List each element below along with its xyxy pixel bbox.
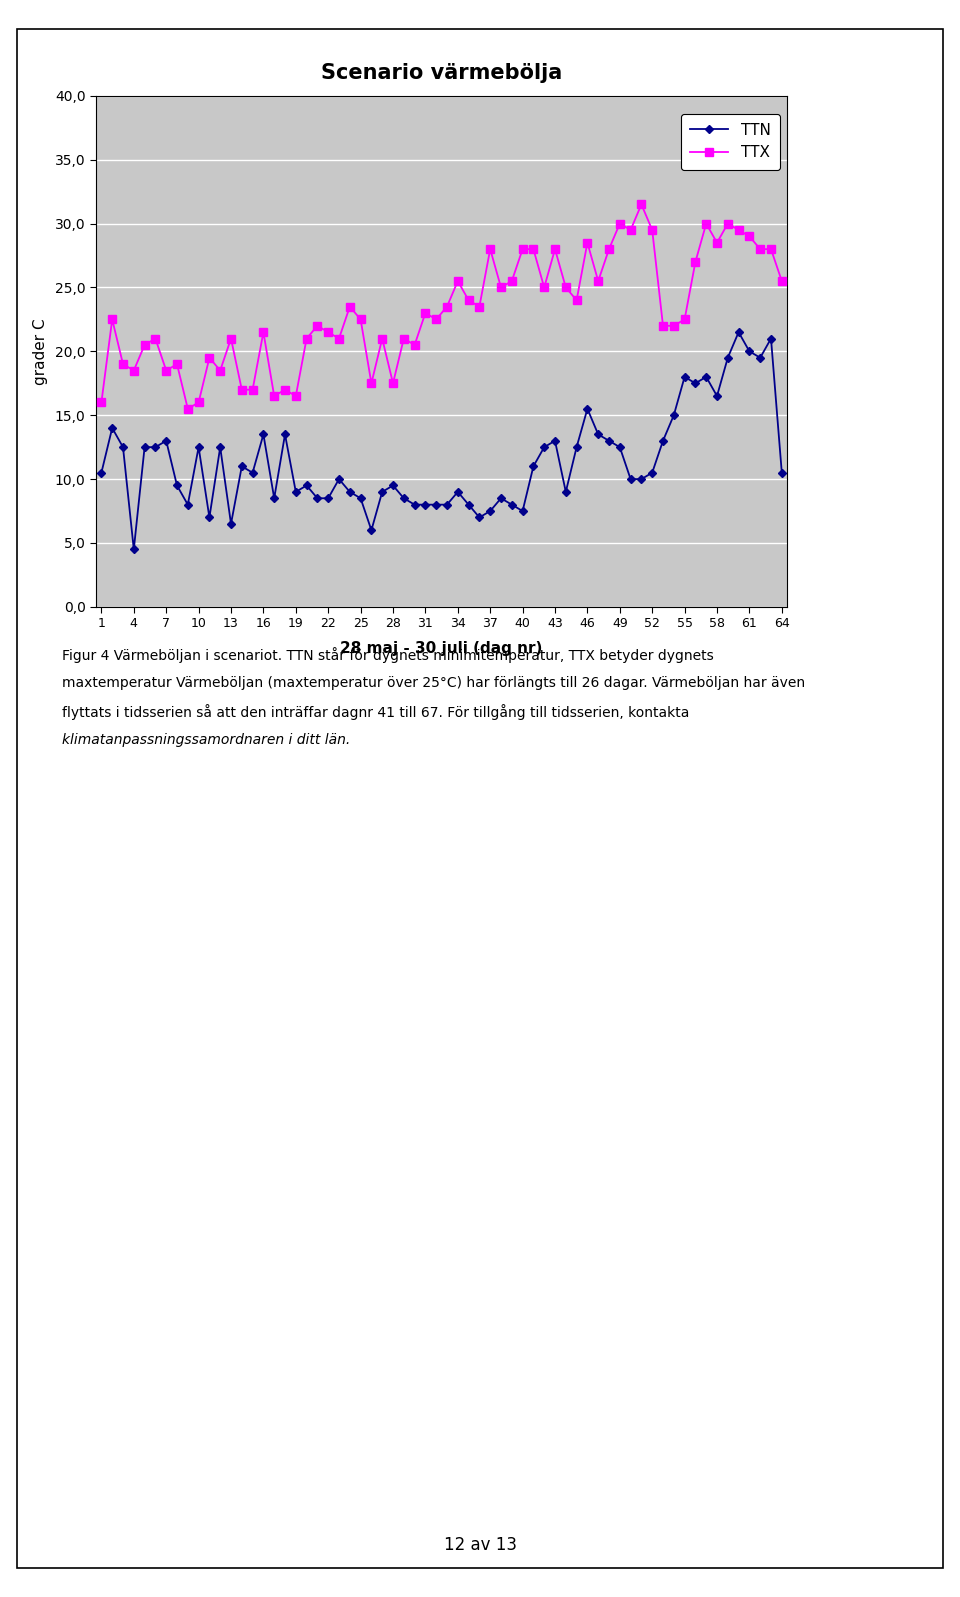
Legend: TTN, TTX: TTN, TTX: [681, 113, 780, 169]
TTX: [182, 399, 194, 418]
TTX: [776, 271, 787, 291]
TTX: [549, 240, 561, 259]
TTN: [96, 463, 108, 482]
TTN: [732, 323, 744, 342]
TTN: [485, 501, 496, 521]
TTX: [485, 240, 496, 259]
Title: Scenario värmebölja: Scenario värmebölja: [321, 64, 563, 83]
Text: 12 av 13: 12 av 13: [444, 1536, 516, 1554]
TTX: [387, 374, 398, 393]
TTN: [539, 438, 550, 457]
TTX: [442, 297, 453, 316]
TTN: [776, 463, 787, 482]
TTX: [96, 393, 108, 412]
TTN: [128, 540, 139, 559]
Text: maxtemperatur Värmeböljan (maxtemperatur över 25°C) har förlängts till 26 dagar.: maxtemperatur Värmeböljan (maxtemperatur…: [62, 676, 805, 690]
Line: TTX: TTX: [98, 201, 785, 412]
Line: TTN: TTN: [98, 329, 785, 553]
Text: klimatanpassningssamordnaren i ditt län.: klimatanpassningssamordnaren i ditt län.: [62, 733, 350, 747]
Text: flyttats i tidsserien så att den inträffar dagnr 41 till 67. För tillgång till t: flyttats i tidsserien så att den inträff…: [62, 704, 690, 720]
Y-axis label: grader C: grader C: [33, 318, 48, 385]
TTX: [539, 278, 550, 297]
TTN: [387, 476, 398, 495]
TTN: [193, 438, 204, 457]
TTN: [442, 495, 453, 514]
Text: Figur 4 Värmeböljan i scenariot. TTN står för dygnets minimitemperatur, TTX bety: Figur 4 Värmeböljan i scenariot. TTN stå…: [62, 647, 714, 663]
X-axis label: 28 maj - 30 juli (dag nr): 28 maj - 30 juli (dag nr): [341, 642, 542, 656]
TTX: [193, 393, 204, 412]
TTN: [549, 431, 561, 450]
TTX: [636, 195, 647, 214]
